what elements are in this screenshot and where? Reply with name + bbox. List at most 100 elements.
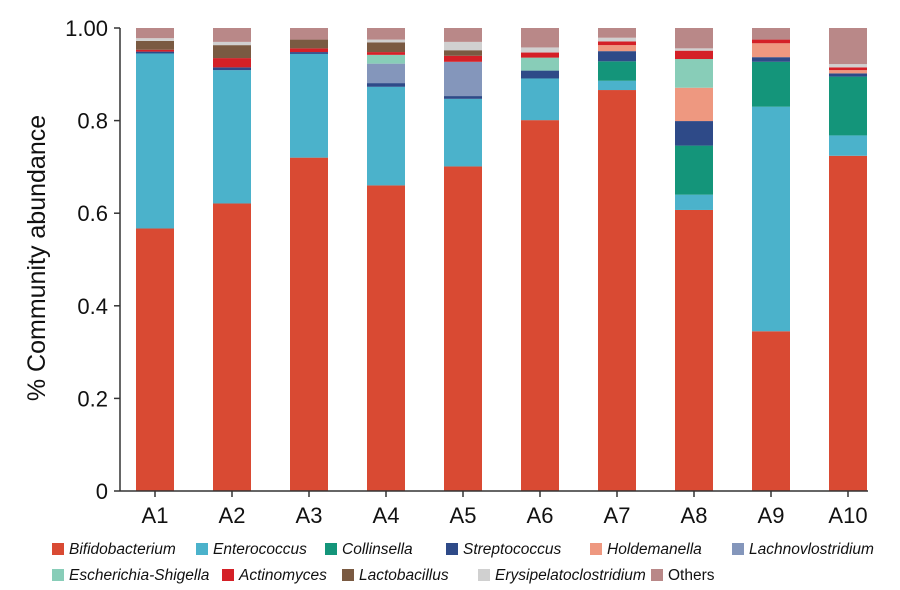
bar-segment-a5-enterococcus xyxy=(444,98,482,167)
x-tick-label: A4 xyxy=(373,503,400,528)
bar-segment-a7-bifidobacterium xyxy=(598,90,636,492)
bar-segment-a7-holdemanella xyxy=(598,45,636,52)
y-tick-label: 1.00 xyxy=(65,16,108,41)
bar-segment-a10-erysipelatoclostridium xyxy=(829,64,867,68)
legend-label: Collinsella xyxy=(342,541,413,558)
bar-segment-a4-lactobacillus xyxy=(367,42,405,53)
bar-segment-a8-enterococcus xyxy=(675,194,713,210)
legend-item-escherichia-shigella: Escherichia-Shigella xyxy=(52,567,210,584)
legend-swatch xyxy=(52,569,64,581)
bar-segment-a2-bifidobacterium xyxy=(213,203,251,492)
legend-item-others: Others xyxy=(651,567,715,584)
legend-swatch xyxy=(325,543,337,555)
bar-stack-a5 xyxy=(444,28,482,491)
bar-segment-a10-others xyxy=(829,28,867,65)
bar-stack-a8 xyxy=(675,28,713,492)
bar-segment-a5-actinomyces xyxy=(444,55,482,62)
bar-segment-a1-bifidobacterium xyxy=(136,228,174,491)
bar-segment-a3-actinomyces xyxy=(290,48,328,53)
legend-label: Others xyxy=(668,567,715,584)
x-tick-label: A7 xyxy=(604,503,631,528)
legend-swatch xyxy=(222,569,234,581)
bar-segment-a7-collinsella xyxy=(598,61,636,81)
legend-swatch xyxy=(590,543,602,555)
legend-label: Lachnovlostridium xyxy=(749,541,874,558)
bar-segment-a9-collinsella xyxy=(752,61,790,107)
bar-segment-a5-bifidobacterium xyxy=(444,166,482,491)
bar-segment-a6-escherichia-shigella xyxy=(521,57,559,71)
legend-label: Enterococcus xyxy=(213,541,307,558)
bar-segment-a9-actinomyces xyxy=(752,39,790,44)
legend-swatch xyxy=(52,543,64,555)
bar-segment-a1-enterococcus xyxy=(136,53,174,229)
legend-label: Erysipelatoclostridium xyxy=(495,567,646,584)
bar-stack-a3 xyxy=(290,28,328,491)
bar-segment-a6-streptococcus xyxy=(521,70,559,79)
x-ticks: A1 A2 A3 A4 A5 A6 A7 A8 A9 A10 xyxy=(142,491,868,528)
bar-segment-a7-streptococcus xyxy=(598,51,636,62)
legend-label: Streptococcus xyxy=(463,541,561,558)
legend-label: Bifidobacterium xyxy=(69,541,176,558)
bar-segment-a8-bifidobacterium xyxy=(675,209,713,492)
bar-segment-a8-holdemanella xyxy=(675,87,713,122)
bar-segment-a8-escherichia-shigella xyxy=(675,59,713,88)
bar-segment-a7-actinomyces xyxy=(598,41,636,46)
bar-segment-a5-lactobacillus xyxy=(444,50,482,56)
legend-item-enterococcus: Enterococcus xyxy=(196,541,307,558)
x-tick-label: A1 xyxy=(142,503,169,528)
legend-swatch xyxy=(651,569,663,581)
legend-label: Holdemanella xyxy=(607,541,702,558)
x-tick-label: A9 xyxy=(758,503,785,528)
bar-stack-a2 xyxy=(213,28,251,492)
bar-segment-a3-enterococcus xyxy=(290,53,328,158)
bar-segment-a4-bifidobacterium xyxy=(367,185,405,492)
y-tick-label: 0.6 xyxy=(77,201,108,226)
bar-segment-a10-bifidobacterium xyxy=(829,155,867,491)
bar-segment-a4-actinomyces xyxy=(367,52,405,55)
bar-segment-a4-lachnovlostridium xyxy=(367,63,405,84)
y-ticks: 0 0.2 0.4 0.6 0.8 1.00 xyxy=(65,16,120,504)
bar-segment-a5-erysipelatoclostridium xyxy=(444,41,482,51)
bar-segment-a2-actinomyces xyxy=(213,58,251,68)
bar-segment-a8-streptococcus xyxy=(675,121,713,146)
legend-item-actinomyces: Actinomyces xyxy=(222,567,327,584)
bar-segment-a6-erysipelatoclostridium xyxy=(521,47,559,53)
bar-segment-a9-enterococcus xyxy=(752,106,790,332)
bar-segment-a6-bifidobacterium xyxy=(521,120,559,492)
bar-segment-a9-others xyxy=(752,28,790,40)
y-tick-label: 0 xyxy=(96,479,108,504)
legend: Bifidobacterium Enterococcus Collinsella St… xyxy=(52,541,874,584)
bar-segment-a2-enterococcus xyxy=(213,70,251,204)
x-tick-label: A2 xyxy=(219,503,246,528)
bar-stack-a4 xyxy=(367,28,405,492)
bar-segment-a8-erysipelatoclostridium xyxy=(675,48,713,51)
y-tick-label: 0.4 xyxy=(77,294,108,319)
bar-stack-a7 xyxy=(598,28,636,492)
bar-segment-a6-others xyxy=(521,28,559,48)
x-tick-label: A6 xyxy=(527,503,554,528)
bar-segment-a5-lachnovlostridium xyxy=(444,61,482,97)
y-axis-title: % Community abundance xyxy=(23,115,51,401)
bar-stack-a10 xyxy=(829,28,867,491)
legend-item-lactobacillus: Lactobacillus xyxy=(342,567,449,584)
bar-segment-a1-erysipelatoclostridium xyxy=(136,38,174,41)
bar-segment-a3-lactobacillus xyxy=(290,39,328,49)
bar-stack-a1 xyxy=(136,28,174,491)
bar-segment-a4-streptococcus xyxy=(367,83,405,87)
legend-item-collinsella: Collinsella xyxy=(325,541,413,558)
bar-segment-a8-actinomyces xyxy=(675,50,713,60)
bar-segment-a1-others xyxy=(136,28,174,39)
legend-item-bifidobacterium: Bifidobacterium xyxy=(52,541,176,558)
x-tick-label: A5 xyxy=(450,503,477,528)
bar-segment-a4-escherichia-shigella xyxy=(367,54,405,64)
bar-segment-a5-others xyxy=(444,28,482,42)
legend-label: Escherichia-Shigella xyxy=(69,567,210,584)
bar-segment-a10-streptococcus xyxy=(829,73,867,77)
bar-segment-a2-erysipelatoclostridium xyxy=(213,41,251,46)
bar-segment-a3-streptococcus xyxy=(290,52,328,54)
x-tick-label: A10 xyxy=(828,503,867,528)
legend-label: Actinomyces xyxy=(238,567,327,584)
bar-segment-a9-holdemanella xyxy=(752,43,790,58)
bar-segment-a3-others xyxy=(290,28,328,40)
bar-segment-a2-lactobacillus xyxy=(213,45,251,59)
